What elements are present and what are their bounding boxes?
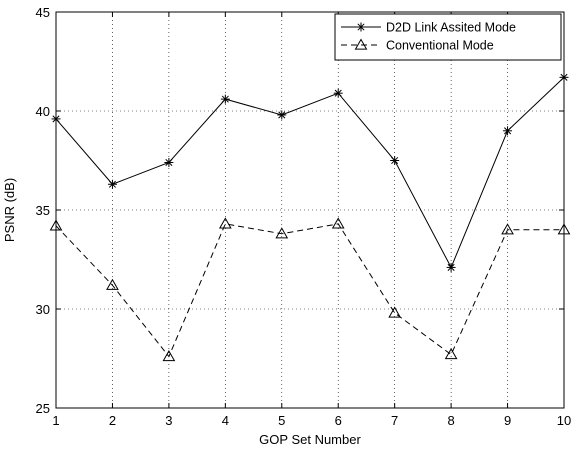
data-point (446, 262, 456, 272)
data-point (277, 110, 287, 120)
series-2 (49, 217, 571, 362)
data-point (107, 179, 117, 189)
legend-label: D2D Link Assited Mode (386, 21, 516, 35)
data-point (106, 278, 119, 290)
data-point (162, 350, 176, 362)
x-tick-label: 8 (447, 413, 454, 428)
data-point (164, 157, 174, 167)
data-point (275, 227, 289, 239)
data-point (559, 72, 569, 82)
series-1 (51, 72, 569, 272)
series-line (55, 76, 565, 269)
x-tick-label: 6 (335, 413, 342, 428)
data-point (390, 156, 400, 165)
data-point (51, 114, 61, 124)
data-point (49, 219, 63, 231)
data-point (501, 223, 514, 235)
legend-marker (354, 38, 368, 50)
y-axis-title: PSNR (dB) (2, 178, 17, 242)
x-tick-label: 1 (52, 413, 59, 428)
data-point (331, 217, 345, 229)
x-tick-label: 9 (504, 413, 511, 428)
series-line (55, 223, 564, 358)
y-tick-label: 30 (36, 302, 50, 317)
data-point (388, 306, 402, 318)
legend-box (334, 13, 562, 61)
data-point (333, 88, 343, 98)
y-tick-label: 35 (36, 203, 50, 218)
x-tick-label: 7 (391, 413, 398, 428)
data-point (557, 223, 571, 235)
y-tick-label: 45 (36, 5, 50, 20)
series-layer (49, 72, 571, 362)
x-tick-label: 4 (222, 413, 229, 428)
x-tick-label: 10 (557, 413, 571, 428)
data-point (444, 348, 458, 360)
x-tick-label: 2 (109, 413, 116, 428)
x-tick-label: 5 (278, 413, 285, 428)
data-point (218, 217, 232, 229)
legend-label: Conventional Mode (386, 39, 494, 53)
x-axis-title: GOP Set Number (259, 432, 361, 447)
x-tick-label: 3 (165, 413, 172, 428)
data-point (503, 126, 513, 136)
y-tick-label: 25 (36, 401, 50, 416)
grid-lines (56, 12, 564, 408)
data-point (220, 94, 230, 104)
legend-marker (356, 22, 366, 32)
y-tick-label: 40 (36, 104, 50, 119)
legend: D2D Link Assited Mode Conventional Mode (334, 13, 562, 61)
